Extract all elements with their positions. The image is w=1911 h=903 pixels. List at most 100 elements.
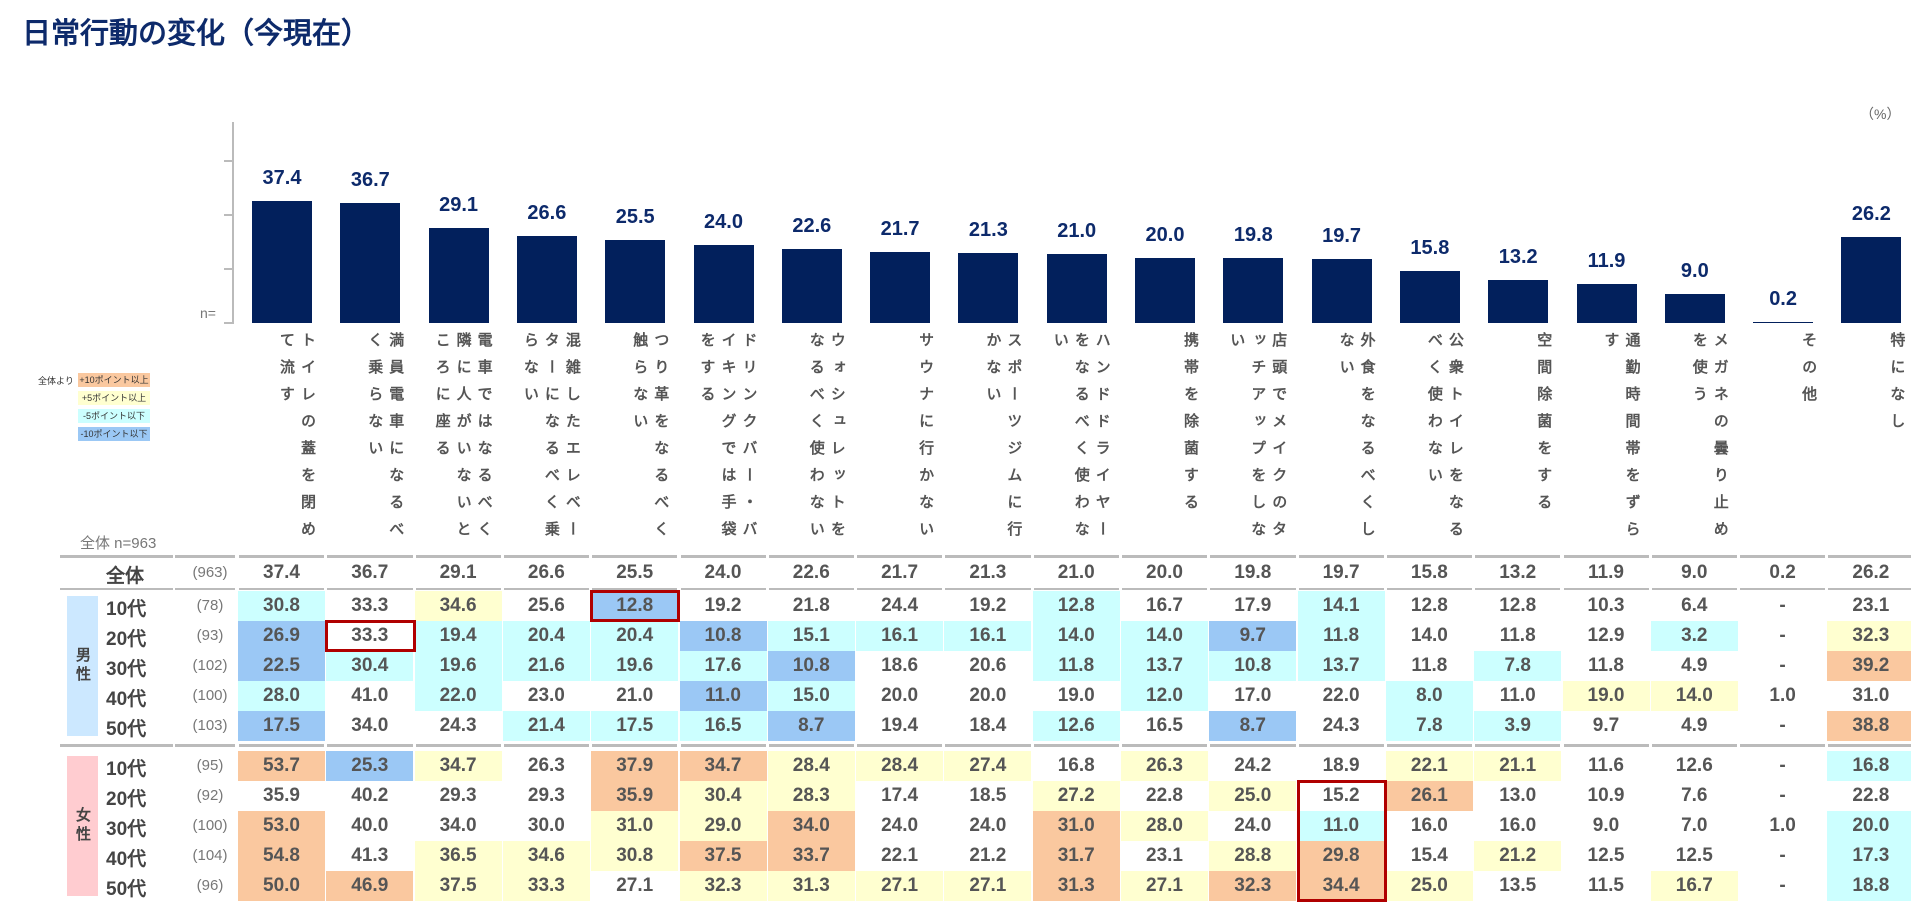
table-divider [1210, 588, 1296, 590]
table-cell: 29.3 [439, 785, 477, 806]
table-cell: 11.8 [1032, 651, 1120, 681]
y-axis [232, 122, 234, 323]
table-row-label: 40代 [106, 689, 147, 710]
table-cell: 6.4 [1681, 595, 1708, 616]
table-divider [768, 588, 855, 590]
table-cell: 27.4 [944, 751, 1032, 781]
table-cell: 8.7 [1209, 711, 1297, 741]
table-divider [239, 555, 325, 558]
table-divider [680, 555, 766, 558]
table-cell: 12.5 [1587, 845, 1625, 866]
table-divider [680, 744, 766, 747]
table-divider [1033, 588, 1119, 590]
bar-value-label: 26.6 [527, 202, 567, 225]
bar [1664, 293, 1725, 323]
table-divider [1210, 555, 1296, 558]
table-divider [503, 744, 590, 747]
table-cell: 35.9 [263, 785, 300, 806]
table-cell: 11.0 [1499, 685, 1536, 706]
bar [1841, 237, 1902, 323]
table-row-n: (96) [196, 877, 224, 894]
table-cell: 34.4 [1297, 871, 1385, 901]
table-cell: 22.1 [1385, 751, 1473, 781]
table-cell: 50.0 [238, 871, 325, 901]
table-cell: 7.8 [1474, 651, 1562, 681]
table-cell: 19.4 [881, 715, 919, 736]
table-cell: 11.8 [1588, 655, 1624, 676]
table-divider [1210, 744, 1296, 747]
table-row-label: 20代 [106, 789, 147, 810]
table-divider [680, 588, 766, 590]
table-cell: - [1779, 625, 1786, 646]
table-cell: 34.0 [767, 811, 855, 841]
table-cell: - [1779, 785, 1786, 806]
table-cell: 21.3 [969, 562, 1007, 583]
table-row-n: (93) [196, 627, 224, 644]
table-cell: 11.0 [679, 681, 767, 711]
table-cell: - [1779, 655, 1786, 676]
table-cell: 29.1 [439, 562, 477, 583]
category-label: つり革をなるべく触らない [631, 332, 670, 548]
table-cell: 1.0 [1769, 685, 1796, 706]
table-divider [1563, 588, 1649, 590]
table-divider [857, 744, 943, 747]
bar [1753, 321, 1814, 323]
bar-value-label: 21.3 [968, 219, 1008, 242]
bar [1223, 258, 1284, 323]
table-cell: 24.0 [969, 815, 1007, 836]
table-divider [1298, 744, 1384, 747]
table-cell: 34.6 [502, 841, 590, 871]
table-divider [327, 744, 413, 747]
table-divider [1828, 588, 1911, 590]
table-row-n: (78) [196, 597, 224, 614]
table-cell: 21.8 [792, 595, 830, 616]
bar-value-label: 26.2 [1851, 203, 1891, 226]
table-cell: 20.4 [591, 621, 679, 651]
table-cell: 29.8 [1297, 841, 1385, 871]
table-divider [1298, 555, 1384, 558]
table-cell: 33.3 [351, 625, 389, 646]
category-label: 公衆トイレをなるべく使わない [1425, 332, 1464, 548]
table-divider [239, 588, 325, 590]
table-cell: 18.4 [969, 715, 1007, 736]
table-cell: 21.6 [502, 651, 590, 681]
bar [781, 249, 842, 323]
table-cell: - [1779, 845, 1786, 866]
table-cell: 28.0 [238, 681, 325, 711]
table-cell: 12.8 [1499, 595, 1537, 616]
table-divider [1298, 588, 1384, 590]
bar [605, 239, 666, 323]
category-label: トイレの蓋を閉めて流す [278, 332, 316, 548]
table-cell: 17.5 [238, 711, 325, 741]
table-cell: 3.9 [1474, 711, 1562, 741]
page-title: 日常行動の変化（今現在） [22, 18, 371, 50]
table-cell: 34.0 [439, 815, 477, 836]
bar [252, 200, 312, 323]
bar [1311, 258, 1372, 323]
table-cell: 18.5 [969, 785, 1007, 806]
legend-item: -5ポイント以下 [38, 408, 150, 424]
highlight-box [1296, 780, 1387, 902]
table-cell: 4.9 [1681, 715, 1708, 736]
table-cell: 24.0 [1234, 815, 1272, 836]
table-divider [1122, 555, 1208, 558]
table-cell: 18.9 [1322, 755, 1360, 776]
bar-value-label: 36.7 [350, 168, 390, 191]
legend-swatch: -10ポイント以下 [78, 427, 150, 441]
table-cell: 15.4 [1410, 845, 1448, 866]
table-cell: 14.0 [1650, 681, 1738, 711]
table-cell: 34.6 [414, 591, 502, 621]
legend-swatch: +5ポイント以上 [78, 391, 150, 405]
table-cell: 25.0 [1385, 871, 1473, 901]
table-cell: 13.0 [1499, 785, 1537, 806]
bar [693, 244, 754, 323]
table-divider [415, 744, 501, 747]
table-cell: 30.8 [591, 841, 679, 871]
bar [516, 236, 577, 323]
table-cell: 27.1 [944, 871, 1032, 901]
category-label: その他 [1800, 332, 1818, 413]
table-cell: 14.0 [1410, 625, 1448, 646]
table-cell: 23.0 [527, 685, 565, 706]
table-cell: 27.1 [1121, 871, 1208, 901]
table-divider [1475, 555, 1561, 558]
